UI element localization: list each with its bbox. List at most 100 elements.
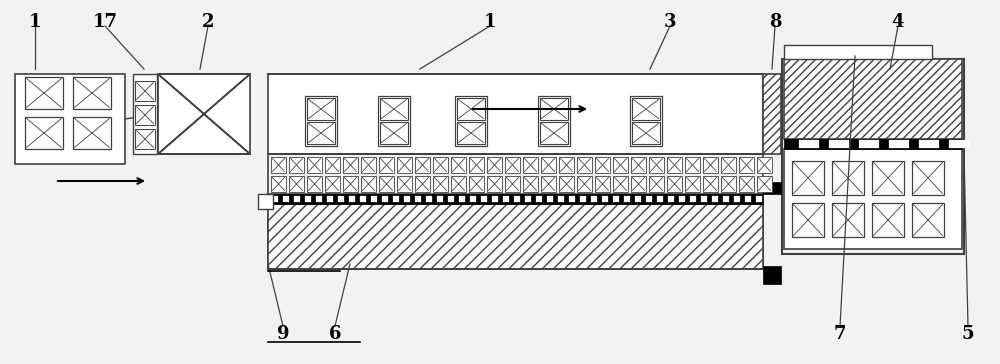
Bar [703,176,718,192]
Bar [457,122,485,144]
Text: 4: 4 [892,13,904,31]
Bar [577,176,592,192]
Bar [784,45,932,59]
Bar [632,122,660,144]
Bar [859,140,879,148]
Bar [415,196,420,202]
Bar [679,196,684,202]
Bar [325,157,340,173]
Bar [487,176,502,192]
Bar [371,196,376,202]
Bar [919,140,939,148]
Bar [739,176,754,192]
Bar [380,122,408,144]
Bar [613,196,618,202]
Bar [448,196,454,202]
Bar [721,176,736,192]
Bar [949,140,969,148]
Bar [397,176,412,192]
Bar [523,157,538,173]
Bar [763,182,781,194]
Bar [503,196,509,202]
Text: 9: 9 [277,325,289,343]
Bar [577,157,592,173]
Text: 8: 8 [769,13,781,31]
Bar [258,194,273,209]
Bar [451,157,466,173]
Bar [73,117,111,149]
Text: 2: 2 [202,13,214,31]
Bar [380,98,408,120]
Bar [525,196,530,202]
Bar [690,196,696,202]
Bar [685,157,700,173]
Bar [25,77,63,109]
Bar [889,140,909,148]
Bar [792,203,824,237]
Bar [343,176,358,192]
Bar [271,176,286,192]
Bar [379,157,394,173]
Bar [646,196,652,202]
Bar [15,74,125,164]
Bar [361,176,376,192]
Bar [268,154,763,194]
Bar [457,98,485,120]
Bar [307,176,322,192]
Bar [631,157,646,173]
Bar [595,176,610,192]
Bar [415,176,430,192]
Bar [268,204,763,269]
Bar [632,98,660,120]
Bar [268,204,763,269]
Bar [523,176,538,192]
Bar [289,176,304,192]
Bar [505,176,520,192]
Bar [591,196,596,202]
Bar [469,176,484,192]
Bar [649,176,664,192]
Bar [73,77,111,109]
Bar [559,157,574,173]
Bar [305,96,337,146]
Bar [613,176,628,192]
Bar [757,157,772,173]
Text: 3: 3 [664,13,676,31]
Bar [305,196,310,202]
Bar [792,161,824,195]
Bar [459,196,464,202]
Bar [481,196,486,202]
Bar [316,196,322,202]
Text: 17: 17 [92,13,118,31]
Bar [630,96,662,146]
Bar [703,157,718,173]
Bar [382,196,388,202]
Bar [540,122,568,144]
Bar [756,196,762,202]
Bar [451,176,466,192]
Bar [135,105,155,125]
Bar [701,196,706,202]
Bar [782,59,964,254]
Bar [832,203,864,237]
Bar [133,74,157,154]
Bar [829,140,849,148]
Bar [307,98,335,120]
Bar [349,196,354,202]
Bar [327,196,332,202]
Bar [135,129,155,149]
Bar [325,176,340,192]
Bar [25,117,63,149]
Bar [426,196,432,202]
Bar [433,176,448,192]
Bar [135,81,155,101]
Bar [745,196,750,202]
Bar [487,157,502,173]
Bar [784,139,962,149]
Bar [283,196,288,202]
Bar [272,196,278,202]
Bar [505,157,520,173]
Bar [541,176,556,192]
Bar [631,176,646,192]
Text: 7: 7 [834,325,846,343]
